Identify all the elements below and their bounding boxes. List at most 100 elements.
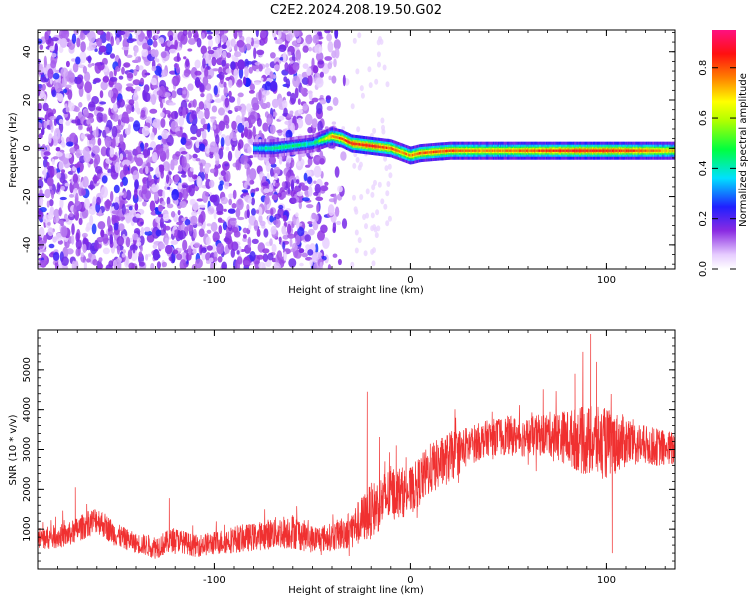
heatmap-speckle <box>166 135 174 147</box>
heatmap-ridge-cell <box>490 149 493 152</box>
heatmap-speckle <box>178 215 185 224</box>
colorbar-gradient <box>712 30 736 269</box>
heatmap-ridge-cell <box>329 135 332 139</box>
heatmap-speckle <box>132 79 141 86</box>
heatmap-speckle <box>238 67 244 79</box>
heatmap-ridge-cell <box>337 136 340 139</box>
heatmap-speckle <box>326 105 333 111</box>
heatmap-ridge-cell <box>334 135 336 139</box>
heatmap-speckle <box>67 89 73 100</box>
heatmap-speckle <box>313 154 322 165</box>
heatmap-speckle <box>290 248 296 253</box>
heatmap-ridge-cell <box>617 149 620 152</box>
heatmap-speckle <box>38 102 42 112</box>
heatmap-speckle <box>204 107 210 120</box>
heatmap-ridge-cell <box>330 135 333 138</box>
heatmap-speckle <box>385 81 390 88</box>
heatmap-speckle <box>125 236 131 248</box>
heatmap-speckle <box>147 30 153 40</box>
heatmap-speckle <box>287 187 291 195</box>
heatmap-ridge-cell <box>557 149 560 152</box>
heatmap-ridge-cell <box>637 149 640 152</box>
heatmap-speckle <box>384 165 389 172</box>
heatmap-speckle <box>61 156 69 165</box>
heatmap-speckle <box>235 207 241 218</box>
y-tick-label: 20 <box>22 94 33 107</box>
heatmap-speckle <box>297 226 305 237</box>
heatmap-speckle <box>149 108 158 114</box>
heatmap-speckle <box>385 190 390 197</box>
heatmap-speckle <box>53 208 60 219</box>
heatmap-speckle <box>161 99 166 104</box>
heatmap-speckle <box>110 191 114 202</box>
heatmap-speckle <box>123 164 129 176</box>
heatmap-ridge-cell <box>514 149 516 152</box>
y-tick-label: 40 <box>22 45 33 58</box>
heatmap-speckle <box>224 97 230 108</box>
heatmap-ridge-cell <box>580 149 582 152</box>
heatmap-speckle <box>306 204 314 209</box>
heatmap-speckle <box>92 196 97 208</box>
heatmap-speckle <box>205 236 211 246</box>
heatmap-ridge-cell <box>358 143 361 146</box>
heatmap-speckle <box>363 250 368 257</box>
heatmap-speckle <box>282 214 288 222</box>
heatmap-speckle <box>243 234 247 239</box>
heatmap-speckle <box>228 198 233 206</box>
heatmap-speckle <box>190 123 198 135</box>
heatmap-speckle <box>62 88 68 94</box>
heatmap-speckle <box>271 30 277 38</box>
heatmap-speckle <box>306 90 313 94</box>
heatmap-speckle <box>212 231 220 243</box>
heatmap-speckle <box>234 149 242 160</box>
heatmap-speckle <box>294 87 299 99</box>
colorbar-tick-label: 0.6 <box>698 110 709 126</box>
heatmap-speckle <box>117 30 126 36</box>
heatmap-speckle <box>55 147 61 152</box>
heatmap-ridge-cell <box>448 149 450 152</box>
heatmap-speckle <box>243 76 247 86</box>
heatmap-speckle <box>260 77 264 82</box>
heatmap-speckle <box>132 170 140 182</box>
heatmap-ridge-cell <box>524 149 527 152</box>
heatmap-ridge-cell <box>381 146 383 149</box>
heatmap-speckle <box>167 113 172 118</box>
heatmap-speckle <box>184 219 191 226</box>
heatmap-ridge-cell <box>670 149 673 152</box>
heatmap-speckle <box>202 76 209 87</box>
heatmap-ridge-cell <box>394 148 396 151</box>
heatmap-speckle <box>242 227 248 234</box>
heatmap-ridge-cell <box>255 147 258 150</box>
heatmap-ridge-cell <box>608 149 610 152</box>
heatmap-speckle <box>298 201 302 210</box>
heatmap-speckle <box>158 242 166 250</box>
heatmap-speckle <box>126 54 133 58</box>
heatmap-speckle <box>177 248 183 252</box>
heatmap-speckle <box>191 174 198 180</box>
heatmap-speckle <box>214 98 222 103</box>
heatmap-speckle <box>109 147 115 158</box>
heatmap-speckle <box>179 259 187 269</box>
heatmap-ridge-cell <box>571 149 574 152</box>
heatmap-speckle <box>39 196 43 208</box>
heatmap-ridge-cell <box>350 142 353 145</box>
heatmap-speckle <box>156 58 160 63</box>
heatmap-speckle <box>94 154 101 165</box>
heatmap-speckle <box>283 251 287 261</box>
heatmap-ridge-cell <box>413 153 415 156</box>
heatmap-speckle <box>255 30 259 38</box>
heatmap-speckle <box>121 253 126 258</box>
heatmap-ridge-cell <box>343 138 346 141</box>
heatmap-speckle <box>260 30 267 39</box>
heatmap-speckle <box>75 239 82 250</box>
heatmap-speckle <box>60 186 65 191</box>
heatmap-speckle <box>123 62 131 68</box>
heatmap-ridge-cell <box>361 143 363 146</box>
heatmap-ridge-cell <box>308 142 310 146</box>
heatmap-speckle <box>368 82 373 89</box>
heatmap-speckle <box>165 149 170 160</box>
heatmap-ridge-cell <box>487 149 489 152</box>
heatmap-speckle <box>258 261 266 269</box>
heatmap-ridge-cell <box>257 147 260 150</box>
heatmap-ridge-cell <box>549 149 552 152</box>
